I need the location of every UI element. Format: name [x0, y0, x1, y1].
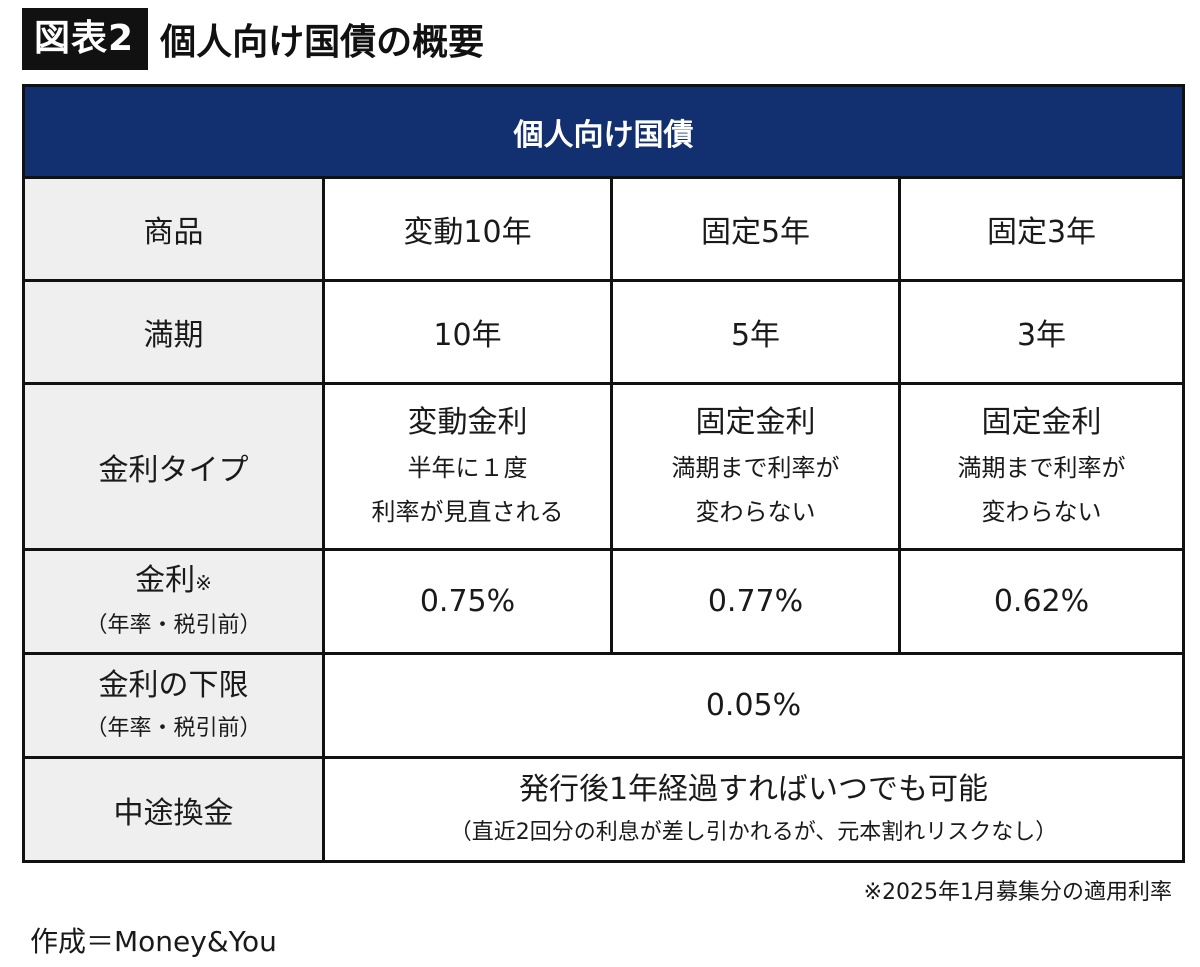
table-title: 個人向け国債: [22, 84, 1185, 179]
table-row-redemption: 中途換金 発行後1年経過すればいつでも可能 （直近2回分の利息が差し引かれるが、…: [22, 756, 1185, 863]
rate-type-desc-2: 利率が見直される: [371, 497, 564, 526]
cell-maturity-floating10: 10年: [322, 279, 613, 385]
cell-rate-fixed3: 0.62%: [898, 548, 1185, 655]
figure-header: 図表2 個人向け国債の概要: [22, 8, 484, 70]
rate-type-main: 変動金利: [407, 404, 528, 440]
cell-product-floating10: 変動10年: [322, 176, 613, 282]
row-label-redemption: 中途換金: [22, 756, 325, 863]
cell-maturity-fixed3: 3年: [898, 279, 1185, 385]
table-row-rate-type: 金利タイプ 変動金利 半年に１度 利率が見直される 固定金利 満期まで利率が 変…: [22, 382, 1185, 551]
rate-label-line: 金利※: [25, 558, 322, 606]
rate-type-main: 固定金利: [695, 404, 816, 440]
cell-rate-floating10: 0.75%: [322, 548, 613, 655]
row-label-product: 商品: [22, 176, 325, 282]
figure-title: 個人向け国債の概要: [160, 22, 485, 63]
cell-rate-fixed5: 0.77%: [610, 548, 901, 655]
redemption-main: 発行後1年経過すればいつでも可能: [518, 771, 989, 807]
row-label-rate: 金利※ （年率・税引前）: [22, 548, 325, 655]
cell-rate-type-fixed5: 固定金利 満期まで利率が 変わらない: [610, 382, 901, 551]
footnote: ※2025年1月募集分の適用利率: [863, 880, 1172, 905]
table-title-row: 個人向け国債: [22, 84, 1185, 179]
bond-overview-table: 個人向け国債 商品 変動10年 固定5年 固定3年 満期 10年 5年 3年 金…: [22, 84, 1185, 863]
cell-redemption: 発行後1年経過すればいつでも可能 （直近2回分の利息が差し引かれるが、元本割れリ…: [322, 756, 1185, 863]
table-row-maturity: 満期 10年 5年 3年: [22, 279, 1185, 385]
rate-label-sub: （年率・税引前）: [85, 612, 262, 638]
note-mark: ※: [195, 570, 212, 595]
cell-rate-type-floating10: 変動金利 半年に１度 利率が見直される: [322, 382, 613, 551]
rate-type-desc-1: 満期まで利率が: [957, 453, 1126, 482]
rate-type-desc-2: 変わらない: [981, 497, 1102, 526]
row-label-maturity: 満期: [22, 279, 325, 385]
cell-rate-floor: 0.05%: [322, 652, 1185, 759]
credit-line: 作成＝Money&You: [30, 925, 277, 958]
rate-type-desc-1: 満期まで利率が: [671, 453, 840, 482]
rate-type-desc-1: 半年に１度: [407, 453, 528, 482]
cell-maturity-fixed5: 5年: [610, 279, 901, 385]
redemption-sub: （直近2回分の利息が差し引かれるが、元本割れリスクなし）: [449, 819, 1058, 845]
table-row-product: 商品 変動10年 固定5年 固定3年: [22, 176, 1185, 282]
figure-label: 図表2: [22, 8, 149, 70]
rate-type-desc-2: 変わらない: [695, 497, 816, 526]
rate-type-main: 固定金利: [981, 404, 1102, 440]
table-row-rate-floor: 金利の下限 （年率・税引前） 0.05%: [22, 652, 1185, 759]
rate-floor-label-sub: （年率・税引前）: [85, 715, 262, 741]
rate-label: 金利: [135, 562, 196, 598]
rate-floor-label: 金利の下限: [98, 667, 249, 703]
cell-rate-type-fixed3: 固定金利 満期まで利率が 変わらない: [898, 382, 1185, 551]
row-label-rate-type: 金利タイプ: [22, 382, 325, 551]
cell-product-fixed3: 固定3年: [898, 176, 1185, 282]
cell-product-fixed5: 固定5年: [610, 176, 901, 282]
table-row-rate: 金利※ （年率・税引前） 0.75% 0.77% 0.62%: [22, 548, 1185, 655]
row-label-rate-floor: 金利の下限 （年率・税引前）: [22, 652, 325, 759]
